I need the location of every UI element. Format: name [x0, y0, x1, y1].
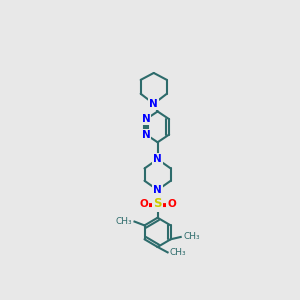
Text: N: N — [142, 114, 150, 124]
Text: O: O — [167, 199, 176, 209]
Text: N: N — [149, 99, 158, 109]
Text: CH₃: CH₃ — [183, 232, 200, 242]
Text: N: N — [153, 154, 162, 164]
Text: N: N — [142, 130, 150, 140]
Text: CH₃: CH₃ — [116, 217, 132, 226]
Text: S: S — [153, 197, 162, 210]
Text: O: O — [140, 199, 148, 209]
Text: N: N — [153, 185, 162, 195]
Text: CH₃: CH₃ — [170, 248, 187, 257]
